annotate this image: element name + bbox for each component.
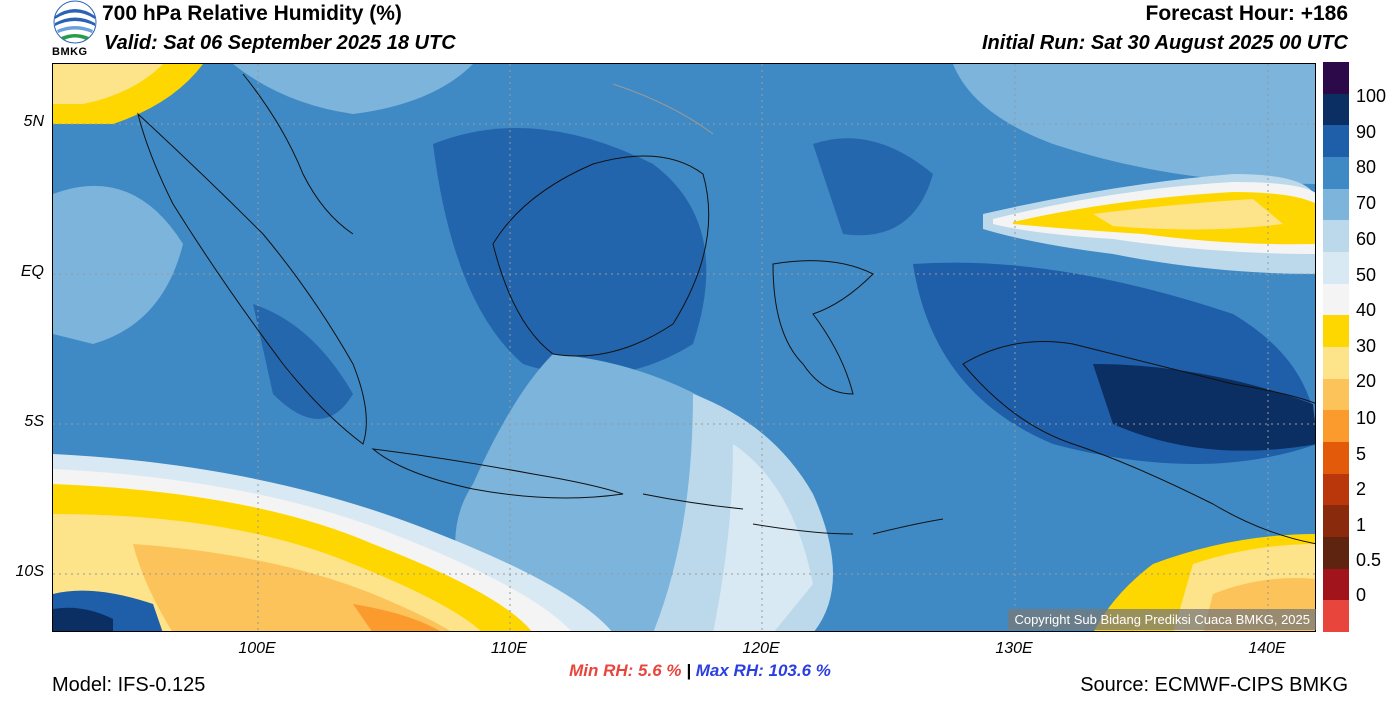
lon-label-140e: 140E (1248, 640, 1286, 657)
colorbar-label: 20 (1356, 371, 1377, 391)
colorbar-label: 1 (1356, 515, 1367, 535)
colorbar-segment (1323, 378, 1349, 411)
colorbar-label: 70 (1356, 193, 1377, 213)
colorbar-segment (1323, 157, 1349, 190)
colorbar-label: 40 (1356, 300, 1377, 320)
colorbar-label: 50 (1356, 265, 1377, 285)
max-rh-value: 103.6 % (768, 661, 831, 680)
colorbar-segment (1323, 252, 1349, 285)
colorbar-segment (1323, 188, 1349, 221)
lat-label-eq: EQ (20, 263, 44, 280)
colorbar-label: 0 (1356, 585, 1367, 605)
max-rh-label: Max RH: (695, 661, 764, 680)
colorbar-segment (1323, 220, 1349, 253)
colorbar-segment (1323, 410, 1349, 443)
lon-label-120e: 120E (742, 640, 780, 657)
forecast-hour: Forecast Hour: +186 (1145, 2, 1349, 25)
colorbar (1323, 62, 1349, 633)
colorbar-label: 2 (1356, 479, 1367, 499)
colorbar-label: 0.5 (1356, 550, 1382, 570)
rh-stats: Min RH: 5.6 % | Max RH: 103.6 % (0, 661, 1400, 681)
colorbar-label: 80 (1356, 157, 1377, 177)
bmkg-logo (52, 0, 98, 60)
lat-label-5n: 5N (23, 113, 44, 130)
valid-time: Valid: Sat 06 September 2025 18 UTC (104, 32, 456, 54)
logo-text: BMKG (52, 46, 88, 58)
lat-label-5s: 5S (24, 413, 44, 430)
colorbar-label: 60 (1356, 229, 1377, 249)
colorbar-segment (1323, 537, 1349, 570)
lon-label-110e: 110E (490, 640, 528, 657)
min-rh-value: 5.6 % (638, 661, 682, 680)
map-title: 700 hPa Relative Humidity (%) (102, 2, 402, 25)
colorbar-label: 10 (1356, 408, 1377, 428)
lon-label-130e: 130E (995, 640, 1033, 657)
colorbar-segment (1323, 62, 1349, 95)
colorbar-label: 100 (1356, 86, 1387, 106)
stats-separator: | (686, 661, 692, 680)
colorbar-segment (1323, 315, 1349, 348)
colorbar-segment (1323, 125, 1349, 158)
colorbar-segment (1323, 283, 1349, 316)
colorbar-segment (1323, 600, 1349, 633)
colorbar-segment (1323, 568, 1349, 601)
colorbar-segment (1323, 93, 1349, 126)
colorbar-label: 30 (1356, 336, 1377, 356)
colorbar-label: 90 (1356, 122, 1377, 142)
colorbar-segment (1323, 347, 1349, 380)
colorbar-label: 5 (1356, 444, 1367, 464)
colorbar-segment (1323, 442, 1349, 475)
humidity-map (52, 63, 1316, 632)
colorbar-segment (1323, 473, 1349, 506)
initial-run: Initial Run: Sat 30 August 2025 00 UTC (981, 32, 1348, 54)
copyright-notice: Copyright Sub Bidang Prediksi Cuaca BMKG… (1008, 609, 1316, 630)
colorbar-segment (1323, 505, 1349, 538)
data-source: Source: ECMWF-CIPS BMKG (1080, 674, 1348, 696)
model-name: Model: IFS-0.125 (52, 674, 206, 696)
lat-label-10s: 10S (15, 563, 44, 580)
humidity-field (53, 64, 1315, 631)
min-rh-label: Min RH: (569, 661, 634, 680)
lon-label-100e: 100E (238, 640, 276, 657)
